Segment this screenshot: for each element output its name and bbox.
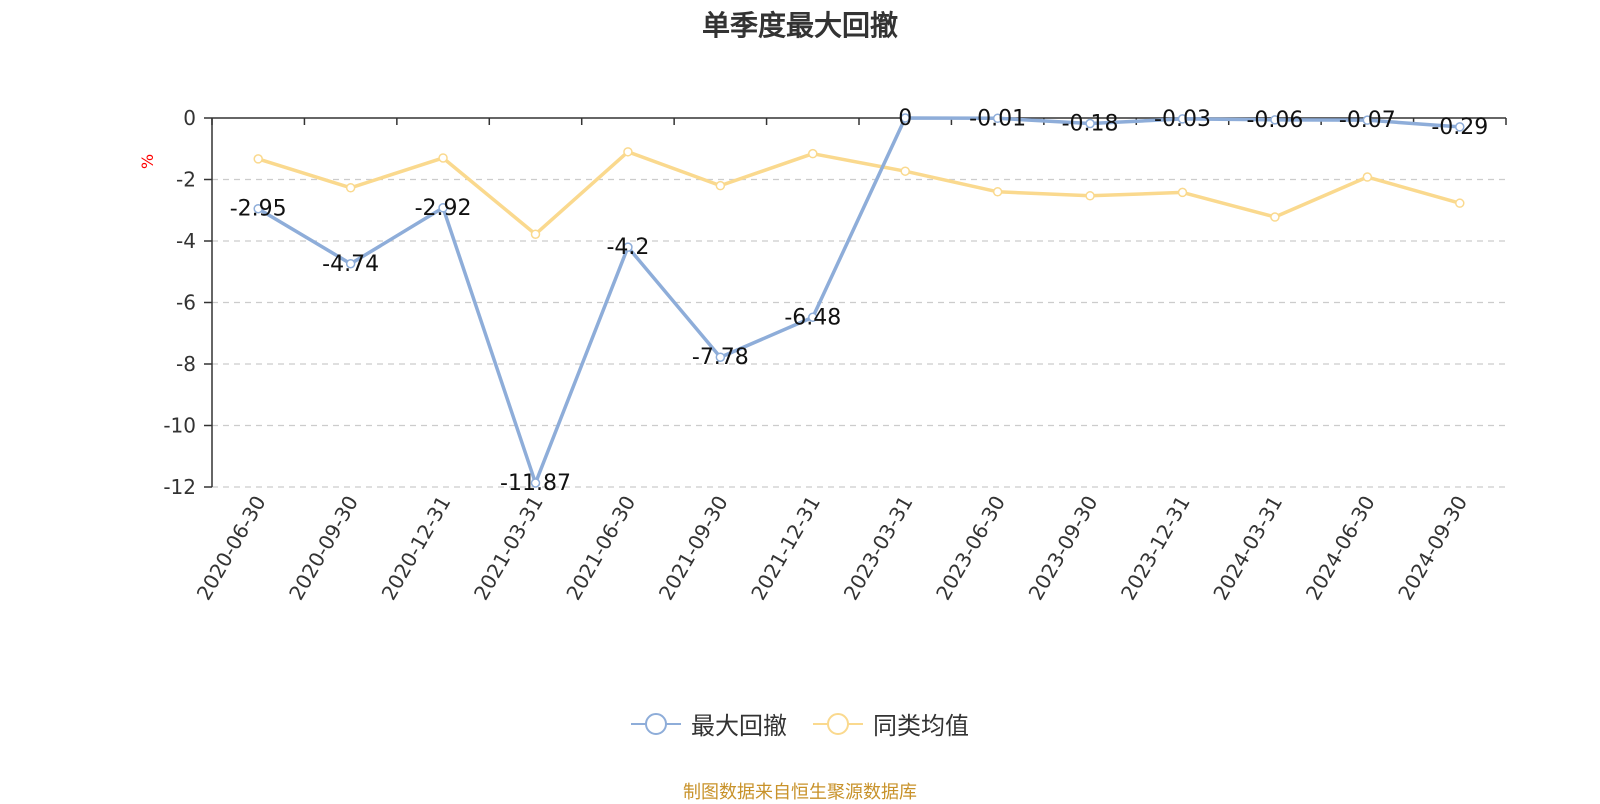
data-label: -4.74: [322, 252, 379, 277]
x-tick-label: 2020-09-30: [284, 492, 363, 605]
legend: 最大回撤 同类均值: [0, 706, 1600, 741]
data-point-peer-average: [900, 166, 910, 176]
y-tick-label: -8: [176, 352, 196, 376]
data-point-max-drawdown: [623, 242, 633, 252]
data-point-max-drawdown: [1270, 115, 1280, 125]
x-tick-label: 2020-06-30: [192, 492, 271, 605]
data-label: -7.78: [692, 345, 749, 370]
data-label: -0.06: [1246, 108, 1303, 133]
y-tick-label: -2: [176, 168, 196, 192]
data-label: -2.95: [230, 197, 287, 222]
data-label: -11.87: [500, 471, 571, 496]
chart-title: 单季度最大回撤: [701, 9, 898, 42]
y-tick-label: -10: [163, 414, 196, 438]
x-tick-label: 2021-09-30: [654, 492, 733, 605]
data-point-max-drawdown: [253, 203, 263, 214]
x-tick-label: 2020-12-31: [376, 491, 455, 604]
data-label: -0.18: [1062, 112, 1119, 137]
data-point-max-drawdown: [1455, 122, 1465, 132]
x-tick-label: 2024-03-31: [1208, 492, 1287, 605]
data-point-peer-average: [345, 183, 356, 193]
data-point-peer-average: [1177, 187, 1188, 198]
data-point-max-drawdown: [992, 113, 1003, 124]
y-tick-label: -6: [176, 291, 196, 315]
x-tick-label: 2021-03-31: [469, 492, 548, 605]
data-point-max-drawdown: [345, 259, 356, 269]
data-point-peer-average: [253, 154, 263, 164]
data-label: -4.2: [606, 235, 649, 260]
data-point-peer-average: [1270, 212, 1280, 222]
data-label: -6.48: [784, 305, 841, 330]
data-point-max-drawdown: [530, 478, 541, 488]
legend-label: 最大回撤: [691, 712, 787, 740]
data-label: 0: [898, 106, 912, 131]
data-source-note: 制图数据来自恒生聚源数据库: [683, 782, 917, 803]
x-tick-label: 2024-06-30: [1301, 492, 1380, 605]
data-point-peer-average: [715, 180, 726, 191]
x-tick-label: 2024-09-30: [1393, 492, 1472, 605]
legend-item-peer-average[interactable]: 同类均值: [813, 706, 969, 741]
series-line-peer-average: [257, 150, 1461, 236]
x-tick-label: 2023-12-31: [1116, 492, 1195, 605]
data-label: -0.29: [1431, 115, 1488, 140]
y-tick-label: 0: [183, 106, 196, 130]
x-tick-label: 2023-06-30: [931, 491, 1010, 604]
legend-item-max-drawdown[interactable]: 最大回撤: [631, 706, 787, 741]
data-label: -2.92: [415, 196, 472, 221]
data-point-peer-average: [992, 187, 1003, 197]
legend-line-circle-icon: [631, 711, 681, 737]
legend-line-circle-icon: [813, 711, 863, 737]
data-point-max-drawdown: [900, 113, 910, 123]
data-point-peer-average: [1455, 198, 1465, 208]
x-tick-label: 2021-06-30: [561, 492, 640, 605]
data-point-max-drawdown: [1362, 115, 1373, 125]
series-line-max-drawdown: [257, 116, 1460, 485]
data-point-peer-average: [623, 147, 633, 157]
data-point-peer-average: [808, 148, 818, 159]
data-label: -0.03: [1154, 107, 1211, 132]
legend-circle: [827, 712, 849, 735]
data-label: -0.01: [969, 106, 1026, 131]
y-tick-label: -4: [176, 229, 196, 253]
data-point-peer-average: [1085, 191, 1095, 201]
x-tick-label: 2021-12-31: [746, 492, 825, 605]
x-tick-label: 2023-03-31: [839, 492, 918, 605]
y-tick-label: -12: [163, 475, 196, 499]
legend-circle: [645, 712, 667, 735]
legend-label: 同类均值: [873, 712, 969, 740]
data-point-peer-average: [438, 153, 448, 163]
data-point-max-drawdown: [715, 352, 726, 362]
data-point-max-drawdown: [1177, 114, 1188, 124]
data-point-peer-average: [1362, 172, 1373, 182]
data-point-max-drawdown: [808, 312, 818, 323]
x-tick-label: 2023-09-30: [1023, 492, 1102, 605]
data-label: -0.07: [1339, 108, 1396, 133]
data-point-peer-average: [530, 229, 541, 239]
data-point-max-drawdown: [438, 203, 448, 213]
data-point-max-drawdown: [1085, 118, 1095, 129]
